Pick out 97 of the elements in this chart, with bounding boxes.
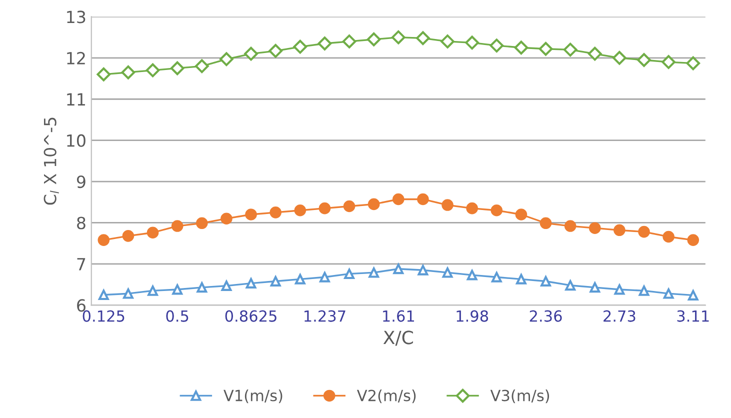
point: [612, 50, 626, 65]
point: [123, 288, 134, 299]
point: [96, 67, 111, 82]
point: [221, 280, 232, 291]
y-tick-label: 12: [67, 52, 85, 64]
point: [440, 34, 454, 48]
point: [687, 234, 700, 246]
point: [466, 202, 478, 214]
point: [294, 274, 306, 284]
x-tick-label: 1.237: [304, 310, 346, 322]
point: [220, 212, 232, 225]
point: [294, 204, 306, 216]
point: [515, 208, 528, 220]
point: [170, 61, 184, 76]
point: [344, 268, 354, 280]
legend-label: V2(m/s): [356, 389, 416, 404]
point: [146, 63, 160, 78]
point: [686, 56, 700, 70]
point: [590, 282, 600, 293]
point: [614, 224, 626, 236]
point: [638, 286, 650, 296]
point: [442, 199, 454, 211]
x-axis-title: X/C: [383, 330, 413, 346]
point: [540, 276, 551, 286]
point: [442, 267, 453, 278]
x-tick-label: 2.36: [530, 310, 562, 322]
legend-label: V1(m/s): [224, 389, 282, 404]
point: [466, 270, 478, 280]
point: [146, 226, 159, 239]
point: [171, 220, 184, 232]
point: [245, 208, 257, 220]
point: [392, 193, 404, 206]
point: [342, 34, 356, 48]
point: [196, 282, 208, 293]
point: [662, 55, 676, 69]
y-tick-label: 10: [67, 134, 86, 147]
point: [614, 284, 625, 295]
point: [194, 59, 209, 74]
point: [196, 217, 208, 230]
x-tick-label: 0.8625: [225, 310, 276, 322]
point: [391, 30, 406, 44]
point: [538, 42, 553, 56]
point: [465, 36, 480, 50]
point: [246, 278, 256, 289]
point: [318, 36, 332, 50]
point: [318, 202, 331, 214]
point: [220, 52, 234, 66]
x-tick-label: 2.73: [604, 310, 636, 322]
legend-label: V3(m/s): [490, 389, 550, 404]
y-tick-label: 11: [67, 93, 85, 106]
point: [172, 284, 183, 295]
point: [270, 276, 281, 286]
point: [368, 267, 380, 278]
x-tick-label: 1.98: [456, 310, 488, 322]
y-tick-label: 9: [76, 175, 86, 188]
point: [564, 220, 576, 232]
point: [244, 46, 258, 61]
point: [148, 286, 158, 296]
point: [98, 290, 109, 300]
point: [368, 198, 380, 210]
point: [638, 226, 650, 238]
point: [320, 272, 330, 282]
y-tick-label: 6: [77, 299, 86, 312]
point: [540, 217, 552, 230]
point: [121, 65, 136, 80]
point: [98, 234, 110, 246]
point: [293, 40, 308, 54]
point: [588, 222, 601, 234]
point: [490, 38, 504, 52]
point: [516, 274, 526, 284]
point: [393, 264, 404, 274]
point: [565, 280, 576, 291]
point: [588, 46, 602, 61]
point: [514, 40, 528, 55]
point: [637, 53, 651, 67]
x-tick-label: 0.125: [82, 310, 124, 322]
point: [490, 204, 503, 216]
point: [491, 272, 502, 282]
x-tick-label: 0.5: [166, 310, 188, 322]
x-tick-label: 3.11: [677, 310, 709, 322]
point: [122, 230, 134, 242]
point: [663, 288, 674, 299]
y-tick-label: 7: [77, 258, 86, 270]
y-axis-title: C$_{l}$ X 10^-5: [44, 118, 59, 205]
point: [418, 264, 428, 276]
y-tick-label: 13: [67, 10, 86, 24]
point: [662, 230, 674, 243]
point: [688, 290, 698, 300]
point: [417, 193, 429, 206]
point: [563, 42, 578, 57]
point: [416, 31, 430, 46]
point: [268, 44, 283, 58]
x-tick-label: 1.61: [383, 310, 414, 322]
point: [270, 206, 282, 218]
y-tick-label: 8: [77, 216, 86, 230]
point: [366, 32, 381, 46]
point: [343, 200, 356, 212]
